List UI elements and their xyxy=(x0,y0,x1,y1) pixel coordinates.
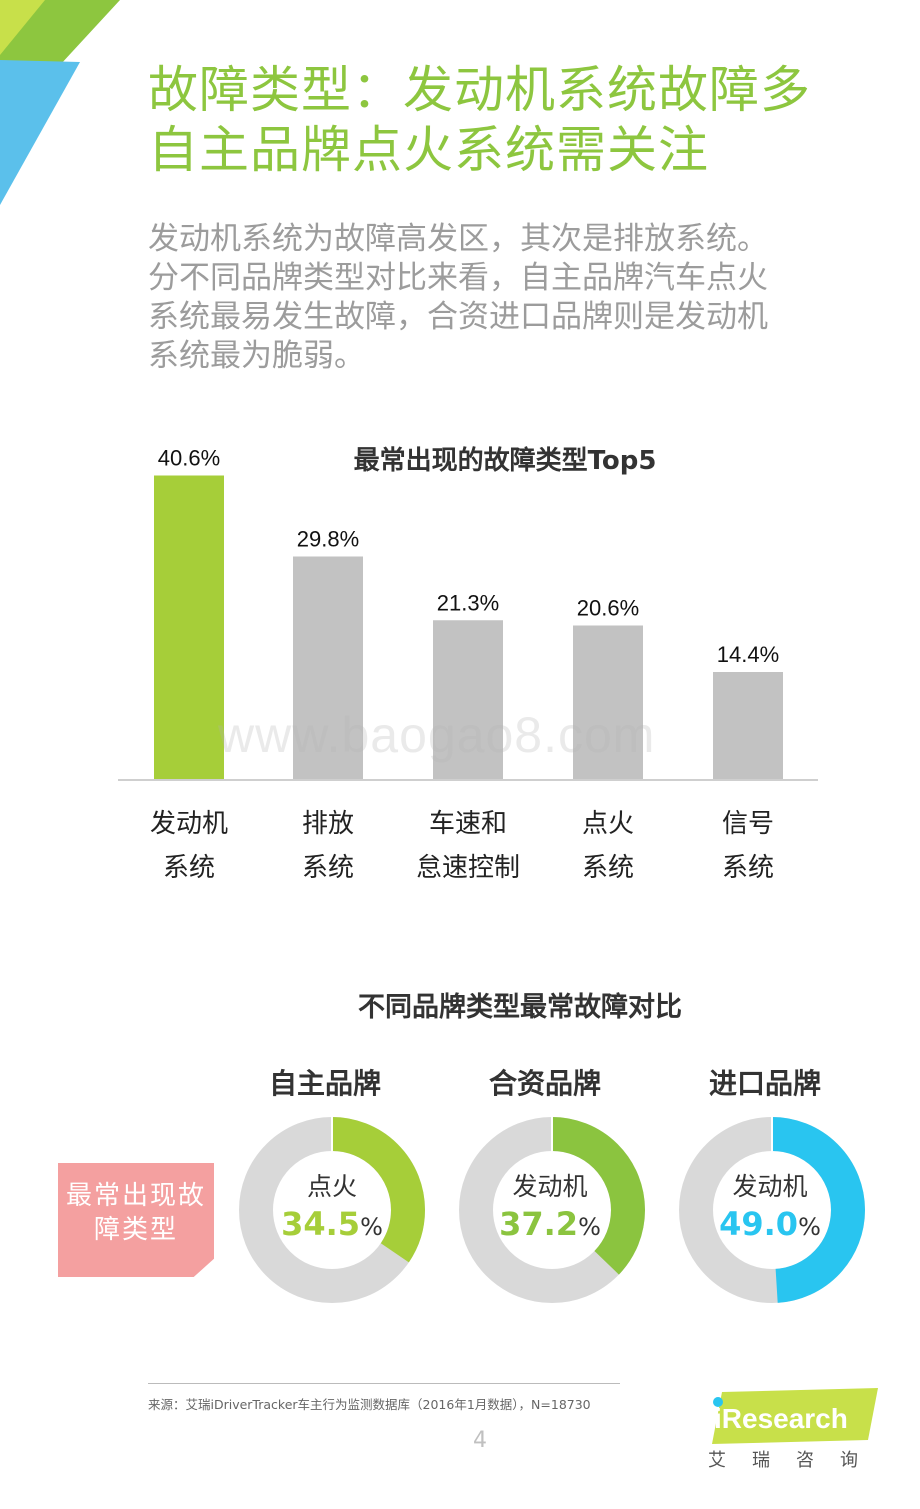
donut-center: 发动机 37.2% xyxy=(458,1172,642,1249)
intro-line: 系统最易发生故障，合资进口品牌则是发动机 xyxy=(148,299,768,335)
bar xyxy=(154,475,224,780)
logo-subtitle: 艾瑞咨询 xyxy=(708,1450,884,1471)
bar-chart: 最常出现的故障类型Top5 40.6% 29.8% 21.3% 20.6% 14.4% xyxy=(118,445,818,781)
page-title-line-2: 自主品牌点火系统需关注 xyxy=(148,121,709,179)
donut-fault-label: 发动机 xyxy=(732,1172,808,1201)
intro-line: 发动机系统为故障高发区，其次是排放系统。 xyxy=(148,221,768,257)
watermark: www.baogao8.com xyxy=(218,707,656,763)
row-label-text: 最常出现故障类型 xyxy=(65,1181,206,1245)
corner-decoration xyxy=(0,0,120,205)
bar-category-label-line: 发动机 xyxy=(149,809,228,839)
donut-value-unit: % xyxy=(578,1213,601,1241)
donut-value: 34.5% xyxy=(240,1202,424,1249)
bar-value-label: 21.3% xyxy=(437,590,499,615)
brand-title: 自主品牌 xyxy=(268,1067,381,1100)
page-number: 4 xyxy=(473,1428,487,1453)
donut-value-unit: % xyxy=(798,1213,821,1241)
intro-line: 分不同品牌类型对比来看，自主品牌汽车点火 xyxy=(148,260,768,296)
bar-category-label: 车速和 怠速控制 xyxy=(398,802,538,890)
donut-fault-label: 点火 xyxy=(306,1172,357,1201)
bar-category-label-line: 排放 xyxy=(301,809,354,839)
donut-value: 37.2% xyxy=(458,1202,642,1249)
brand-title: 合资品牌 xyxy=(488,1067,601,1100)
bar-chart-title: 最常出现的故障类型Top5 xyxy=(354,445,657,476)
donut-chart xyxy=(679,1117,865,1303)
bar xyxy=(293,556,363,780)
bar-value-label: 40.6% xyxy=(158,446,220,471)
donut-chart xyxy=(459,1117,645,1303)
iresearch-logo: iResearch xyxy=(712,1388,878,1444)
bar-category-label-line: 系统 xyxy=(721,853,774,883)
bar-category-label-line: 点火 xyxy=(581,809,634,839)
bar-value-label: 14.4% xyxy=(717,642,779,667)
row-label-tag: 最常出现故障类型 xyxy=(58,1163,214,1277)
bar-category-label: 点火 系统 xyxy=(538,802,678,890)
brand-title: 进口品牌 xyxy=(708,1067,821,1100)
bar-category-label-line: 系统 xyxy=(581,853,634,883)
bar-category-label-line: 信号 xyxy=(721,809,774,839)
bar xyxy=(713,672,783,780)
bar xyxy=(573,625,643,780)
intro-text: 发动机系统为故障高发区，其次是排放系统。 分不同品牌类型对比来看，自主品牌汽车点… xyxy=(148,220,848,376)
bar-category-label: 排放 系统 xyxy=(258,802,398,890)
bar-value-label: 29.8% xyxy=(297,527,359,552)
donut-value-number: 49.0 xyxy=(719,1205,799,1243)
donut-section-title: 不同品牌类型最常故障对比 xyxy=(358,992,682,1023)
donut-center: 发动机 49.0% xyxy=(678,1172,862,1249)
bar-category-label-line: 怠速控制 xyxy=(415,853,520,883)
bar-category-label-line: 系统 xyxy=(162,853,215,883)
logo-text: iResearch xyxy=(714,1403,848,1434)
source-footnote: 来源：艾瑞iDriverTracker车主行为监测数据库（2016年1月数据），… xyxy=(148,1397,591,1412)
page-title-line-1: 故障类型：发动机系统故障多 xyxy=(148,61,811,119)
bar-value-label: 20.6% xyxy=(577,596,639,621)
bar-category-label-line: 系统 xyxy=(301,853,354,883)
donut-chart xyxy=(239,1117,425,1303)
donut-value: 49.0% xyxy=(678,1202,862,1249)
bar-category-label: 信号 系统 xyxy=(678,802,818,890)
bar xyxy=(433,620,503,780)
donut-value-unit: % xyxy=(360,1213,383,1241)
footnote-divider xyxy=(148,1383,620,1384)
intro-line: 系统最为脆弱。 xyxy=(148,338,365,374)
donut-fault-label: 发动机 xyxy=(512,1172,588,1201)
bar-category-label-line: 车速和 xyxy=(428,809,507,839)
bar-category-label: 发动机 系统 xyxy=(119,802,259,890)
donut-value-number: 37.2 xyxy=(499,1205,579,1243)
donut-center: 点火 34.5% xyxy=(240,1172,424,1249)
donut-value-number: 34.5 xyxy=(281,1205,361,1243)
